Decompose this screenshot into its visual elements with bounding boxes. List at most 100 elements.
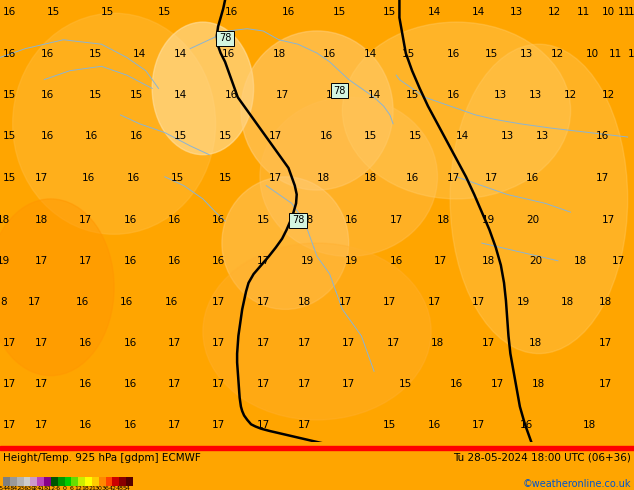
Text: 0: 0: [63, 487, 67, 490]
Text: 15: 15: [384, 7, 396, 17]
Text: 13: 13: [536, 131, 548, 141]
Text: 17: 17: [599, 338, 612, 348]
Text: 12: 12: [602, 90, 615, 100]
Text: 15: 15: [171, 172, 184, 183]
Text: 17: 17: [491, 379, 504, 389]
Text: 16: 16: [390, 256, 403, 266]
Text: 17: 17: [298, 338, 311, 348]
Text: 15: 15: [3, 131, 16, 141]
Text: 14: 14: [174, 49, 187, 59]
Ellipse shape: [0, 199, 114, 376]
Text: 18: 18: [35, 215, 48, 224]
Text: 21: 21: [88, 487, 96, 490]
Text: 17: 17: [342, 338, 355, 348]
Text: 14: 14: [428, 7, 441, 17]
Text: 30: 30: [95, 487, 103, 490]
Text: 17: 17: [276, 90, 288, 100]
Text: 13: 13: [510, 7, 523, 17]
Bar: [16, 477, 23, 486]
Text: 16: 16: [82, 172, 95, 183]
Text: 15: 15: [158, 7, 171, 17]
Text: 18: 18: [273, 49, 285, 59]
Text: 17: 17: [257, 379, 269, 389]
Text: 15: 15: [89, 49, 101, 59]
Text: 17: 17: [79, 215, 92, 224]
Text: 17: 17: [257, 256, 269, 266]
Bar: [65, 477, 72, 486]
Text: -48: -48: [5, 487, 15, 490]
Text: 15: 15: [403, 49, 415, 59]
Text: 13: 13: [529, 90, 542, 100]
Text: 17: 17: [342, 379, 355, 389]
Text: 13: 13: [501, 131, 514, 141]
Text: 18: 18: [81, 487, 89, 490]
Text: 17: 17: [29, 297, 41, 307]
Text: 17: 17: [390, 215, 403, 224]
Text: 16: 16: [3, 7, 16, 17]
Text: 19: 19: [301, 256, 314, 266]
Text: 18: 18: [437, 215, 450, 224]
Text: 17: 17: [212, 420, 225, 430]
Text: 17: 17: [269, 131, 282, 141]
Bar: [44, 477, 51, 486]
Text: 17: 17: [482, 338, 495, 348]
Text: 16: 16: [86, 131, 98, 141]
Text: 15: 15: [89, 90, 101, 100]
Text: 11: 11: [628, 49, 634, 59]
Text: 16: 16: [41, 49, 54, 59]
Ellipse shape: [13, 13, 216, 234]
Bar: [126, 477, 133, 486]
Text: -54: -54: [0, 487, 8, 490]
Text: 16: 16: [79, 379, 92, 389]
Text: 16: 16: [447, 90, 460, 100]
Text: 18: 18: [599, 297, 612, 307]
Text: 17: 17: [339, 297, 352, 307]
Text: 17: 17: [35, 256, 48, 266]
Bar: [119, 477, 126, 486]
Bar: [51, 477, 58, 486]
Text: 17: 17: [298, 420, 311, 430]
Text: 15: 15: [48, 7, 60, 17]
Text: 13: 13: [495, 90, 507, 100]
Text: 17: 17: [612, 256, 624, 266]
Bar: [3, 477, 10, 486]
Text: 10: 10: [602, 7, 615, 17]
Text: 18: 18: [529, 338, 542, 348]
Text: 16: 16: [124, 338, 136, 348]
Text: 19: 19: [517, 297, 529, 307]
Text: 17: 17: [447, 172, 460, 183]
Text: 15: 15: [327, 90, 339, 100]
Text: 14: 14: [365, 49, 377, 59]
Text: 15: 15: [130, 90, 143, 100]
Text: 18: 18: [482, 256, 495, 266]
Text: 15: 15: [3, 90, 16, 100]
Text: 15: 15: [257, 215, 269, 224]
Text: 18: 18: [298, 297, 311, 307]
Text: 17: 17: [428, 297, 441, 307]
Text: Height/Temp. 925 hPa [gdpm] ECMWF: Height/Temp. 925 hPa [gdpm] ECMWF: [3, 453, 201, 463]
Text: 19: 19: [0, 256, 10, 266]
Text: 17: 17: [485, 172, 498, 183]
Text: 15: 15: [3, 172, 16, 183]
Text: ©weatheronline.co.uk: ©weatheronline.co.uk: [522, 479, 631, 489]
Bar: [92, 477, 99, 486]
Text: 78: 78: [292, 215, 304, 225]
Text: 11: 11: [628, 7, 634, 17]
Text: 16: 16: [168, 215, 181, 224]
Text: 19: 19: [346, 256, 358, 266]
Text: -18: -18: [39, 487, 49, 490]
Text: 17: 17: [3, 379, 16, 389]
Text: 15: 15: [409, 131, 422, 141]
Text: 11: 11: [618, 7, 631, 17]
Text: 16: 16: [212, 256, 225, 266]
Text: 13: 13: [520, 49, 533, 59]
Bar: [99, 477, 106, 486]
Text: 14: 14: [368, 90, 380, 100]
Text: 17: 17: [168, 379, 181, 389]
Text: 15: 15: [101, 7, 114, 17]
Text: 16: 16: [124, 379, 136, 389]
Text: 15: 15: [406, 90, 418, 100]
Text: 16: 16: [168, 256, 181, 266]
Text: 18: 18: [431, 338, 444, 348]
Text: 16: 16: [450, 379, 463, 389]
